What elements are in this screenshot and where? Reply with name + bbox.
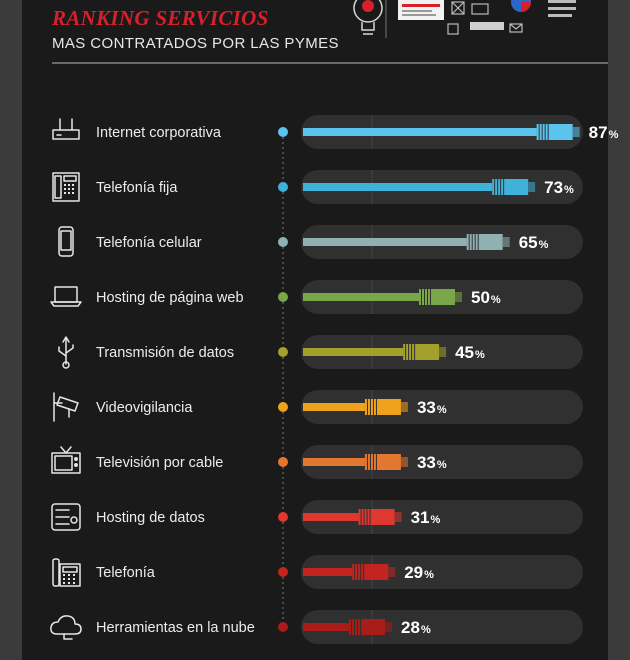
bar: [303, 289, 462, 305]
chart-row: Telefonía fija 73%: [52, 170, 583, 204]
chart-row: Televisión por cable 33%: [51, 445, 583, 479]
list-icon: [548, 0, 576, 17]
lightbulb-icon: [353, 0, 383, 35]
series-dot: [278, 567, 288, 577]
series-dot: [278, 292, 288, 302]
router-icon: [52, 118, 80, 140]
security-camera-icon: [53, 392, 79, 422]
desk-phone-icon: [52, 172, 80, 202]
series-dot: [278, 512, 288, 522]
office-phone-icon: [52, 558, 81, 587]
category-label: Internet corporativa: [96, 125, 222, 141]
value-label: 65%: [519, 233, 549, 252]
category-label: Hosting de página web: [96, 290, 244, 306]
chart-subtitle: MAS CONTRATADOS POR LAS PYMES: [52, 35, 339, 52]
chart-title: RANKING SERVICIOS: [52, 6, 269, 30]
value-label: 33%: [417, 398, 447, 417]
laptop-icon: [50, 286, 82, 307]
series-dot: [278, 347, 288, 357]
series-dot: [278, 402, 288, 412]
bar: [303, 344, 447, 360]
category-label: Telefonía fija: [96, 180, 178, 196]
category-label: Telefonía celular: [96, 235, 202, 251]
value-label: 50%: [471, 288, 501, 307]
value-label: 33%: [417, 453, 447, 472]
server-icon: [51, 503, 81, 531]
infographic-panel: [22, 0, 608, 660]
bar: [303, 454, 408, 470]
toolbar-icons: [447, 1, 523, 35]
chart-row: Hosting de página web 50%: [50, 280, 583, 314]
series-dot: [278, 127, 288, 137]
bar: [303, 234, 510, 250]
value-label: 45%: [455, 343, 485, 362]
series-dot: [278, 182, 288, 192]
chart-row: Hosting de datos 31%: [51, 500, 583, 534]
category-label: Telefonía: [96, 565, 156, 581]
category-label: Videovigilancia: [96, 400, 193, 416]
cloud-icon: [50, 615, 82, 640]
series-dot: [278, 237, 288, 247]
bar: [303, 509, 402, 525]
bar: [303, 124, 580, 140]
header-divider: [52, 62, 608, 64]
value-label: 28%: [401, 618, 431, 637]
category-label: Herramientas en la nube: [96, 620, 255, 636]
chart-row: Transmisión de datos 45%: [58, 335, 583, 369]
television-icon: [51, 446, 81, 474]
value-label: 29%: [404, 563, 434, 582]
bar: [303, 399, 408, 415]
bar: [303, 619, 393, 635]
usb-icon: [58, 336, 74, 369]
category-label: Televisión por cable: [96, 455, 223, 471]
heart-icon: [362, 0, 374, 12]
chart-row: Herramientas en la nube 28%: [50, 610, 583, 644]
document-icon: [398, 0, 444, 20]
bar: [303, 564, 396, 580]
chart-row: Telefonía celular 65%: [58, 225, 583, 259]
chart-row: Telefonía 29%: [52, 555, 583, 589]
value-label: 87%: [589, 123, 619, 142]
pie-chart-icon: [511, 0, 531, 12]
chart-row: Videovigilancia 33%: [53, 390, 583, 424]
series-dot: [278, 457, 288, 467]
category-label: Hosting de datos: [96, 510, 205, 526]
value-label: 73%: [544, 178, 574, 197]
mobile-phone-icon: [58, 226, 74, 257]
bar: [303, 179, 536, 195]
chart-row: Internet corporativa 87%: [52, 115, 619, 149]
value-label: 31%: [411, 508, 441, 527]
category-label: Transmisión de datos: [96, 345, 234, 361]
series-dot: [278, 622, 288, 632]
header-illustration: [353, 0, 576, 38]
